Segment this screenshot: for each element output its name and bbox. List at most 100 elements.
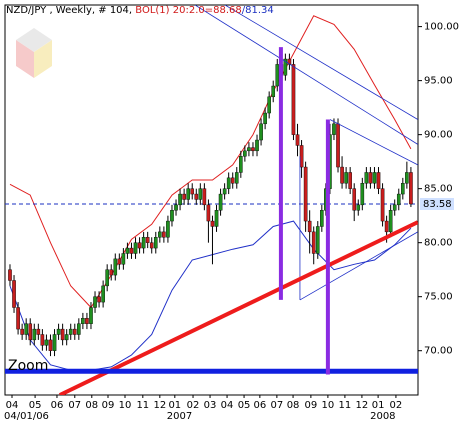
indicator-lower: /81.34 (242, 5, 274, 16)
candle-body (283, 58, 288, 76)
candle-body (182, 193, 186, 200)
candle-body (392, 204, 397, 211)
x-tick-label: 02 (187, 400, 200, 411)
x-tick-label: 07 (68, 400, 81, 411)
x-tick-label: 07 (270, 400, 283, 411)
x-tick-label: 10 (119, 400, 132, 411)
candle-body (376, 172, 381, 189)
candle-body (149, 242, 154, 249)
candle-body (336, 123, 340, 168)
candle-body (263, 112, 267, 125)
y-tick-label: 75.00 (424, 292, 453, 303)
candle-body (125, 247, 130, 254)
candle-body (190, 188, 195, 195)
candle-body (251, 147, 255, 152)
candle-body (158, 231, 162, 238)
candle-body (174, 204, 178, 211)
x-tick-label: 08 (85, 400, 98, 411)
x-tick-label: 09 (305, 400, 318, 411)
candle-body (68, 328, 73, 335)
candle-body (89, 307, 93, 324)
candle-body (166, 220, 170, 238)
candle-body (218, 193, 223, 211)
candle-body (24, 323, 28, 335)
indicator-upper: BOL(1) 20:2.0=88.68 (135, 5, 241, 16)
candle-body (352, 188, 357, 211)
candle-body (20, 328, 24, 335)
candle-body (364, 172, 369, 184)
candle-body (117, 258, 122, 265)
title: NZD/JPY , Weekly, # 104, (6, 5, 135, 16)
trend-line (329, 119, 418, 166)
logo (16, 28, 52, 78)
candle-body (384, 220, 389, 233)
candle-body (8, 269, 12, 281)
x-period-label: 2008 (370, 411, 395, 422)
y-tick-label: 70.00 (424, 346, 453, 357)
candle-body (239, 156, 243, 173)
candle-body (56, 328, 61, 335)
candle-body (222, 188, 227, 195)
candle-body (153, 237, 158, 249)
candle-body (409, 172, 413, 205)
candle-body (380, 188, 385, 222)
candle-body (40, 334, 45, 346)
candle-body (243, 150, 247, 157)
candle-body (170, 210, 174, 222)
x-tick-label: 10 (322, 400, 335, 411)
candle-body (198, 188, 203, 200)
candle-body (186, 188, 190, 200)
candle-body (81, 318, 85, 324)
candle-body (64, 334, 69, 341)
candle-body (97, 296, 101, 303)
plot-area (5, 5, 418, 395)
candle-body (267, 96, 271, 114)
x-period-label: 2007 (167, 411, 192, 422)
candle-body (194, 193, 199, 200)
candle-body (72, 328, 77, 335)
last-price-label: 83.58 (423, 199, 452, 210)
trend-line (58, 220, 418, 395)
x-tick-label: 06 (253, 400, 266, 411)
candle-body (48, 339, 53, 351)
candle-body (348, 172, 352, 189)
candle-body (388, 210, 393, 233)
candle-body (113, 258, 118, 276)
candle-body (214, 210, 219, 227)
x-tick-label: 11 (136, 400, 149, 411)
candle-body (85, 318, 89, 324)
candle-body (141, 237, 146, 249)
candle-body (247, 147, 251, 152)
x-period-label: 04/01/06 (4, 411, 49, 422)
candle-body (230, 177, 235, 184)
candle-body (320, 210, 324, 227)
y-tick-label: 95.00 (424, 76, 453, 87)
candle-body (105, 269, 109, 287)
x-tick-label: 06 (51, 400, 64, 411)
candle-body (291, 64, 296, 135)
x-tick-label: 04 (6, 400, 19, 411)
candle-body (356, 204, 361, 211)
candle-body (109, 269, 114, 276)
candle-body (133, 242, 138, 254)
candle-body (275, 64, 280, 87)
candle-body (295, 134, 300, 146)
candle-body (202, 188, 207, 206)
candle-body (121, 253, 126, 265)
candle-body (315, 226, 320, 254)
candle-body (162, 231, 166, 238)
x-tick-label: 09 (102, 400, 115, 411)
x-tick-label: 04 (221, 400, 234, 411)
candle-body (93, 296, 97, 308)
candle-body (77, 323, 81, 335)
candle-body (210, 220, 215, 227)
candle-body (340, 166, 344, 184)
candle-body (16, 307, 20, 330)
zoom-label: Zoom (8, 358, 48, 374)
x-tick-label: 11 (339, 400, 352, 411)
candle-body (12, 280, 16, 308)
candle-body (360, 183, 365, 206)
last-price-box (420, 197, 454, 210)
candle-body (271, 85, 276, 98)
candle-body (36, 328, 41, 335)
